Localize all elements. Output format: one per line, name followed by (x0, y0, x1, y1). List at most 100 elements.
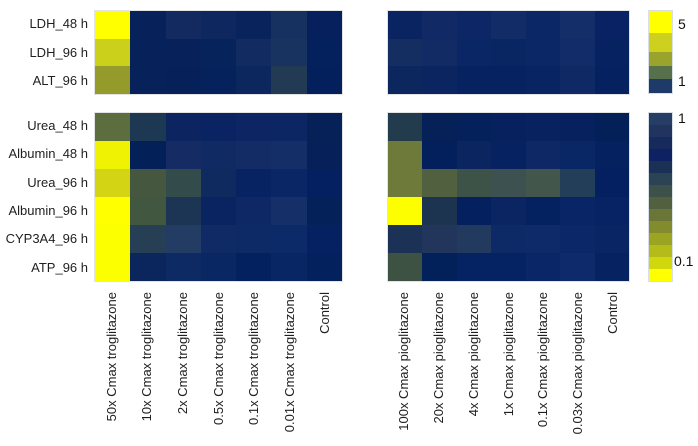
colorbar-segment (649, 245, 672, 257)
column-label: 0.1x Cmax pioglitazone (535, 292, 551, 428)
colorbar-segment (649, 11, 672, 34)
column-label: 4x Cmax pioglitazone (465, 292, 481, 417)
colorbar-segment (649, 33, 672, 52)
colorbar-upper (648, 10, 673, 94)
heatmap-cell (491, 66, 526, 94)
colorbar-segment (649, 197, 672, 209)
heatmap-cell (594, 225, 629, 253)
heatmap-cell (95, 38, 131, 67)
colorbar-segment (649, 161, 672, 173)
colorbar-segment (649, 173, 672, 185)
heatmap-cell (525, 113, 561, 141)
heatmap-cell (236, 253, 272, 281)
heatmap-cell (560, 38, 595, 67)
heatmap-cell (491, 197, 526, 225)
column-label: 50x Cmax troglitazone (103, 292, 119, 422)
heatmap-cell (271, 38, 307, 67)
heatmap-cell (388, 197, 423, 225)
heatmap-cell (306, 253, 342, 281)
column-label: 20x Cmax pioglitazone (431, 292, 447, 424)
row-label: LDH_48 h (29, 16, 88, 31)
column-label: Control (604, 292, 620, 334)
heatmap-cell (491, 253, 526, 281)
heatmap-cell (95, 197, 131, 225)
heatmap-cell (306, 113, 342, 141)
heatmap-cell (422, 253, 457, 281)
column-label: 0.01x Cmax troglitazone (281, 292, 297, 433)
heatmap-cell (271, 197, 307, 225)
row-label: CYP3A4_96 h (5, 231, 88, 246)
heatmap-cell (456, 66, 492, 94)
heatmap-cell (456, 169, 492, 197)
heatmap-cell (491, 169, 526, 197)
row-label: ALT_96 h (32, 73, 88, 88)
colorbar-segment (649, 257, 672, 269)
heatmap-cell (594, 66, 629, 94)
column-label: 0.5x Cmax troglitazone (210, 292, 226, 425)
colorbar-lower (648, 112, 673, 282)
heatmap-cell (130, 141, 166, 169)
heatmap-cell (525, 141, 561, 169)
heatmap-cell (422, 225, 457, 253)
colorbar-tick: 0.1 (674, 253, 694, 269)
heatmap-cell (594, 113, 629, 141)
heatmap-cell (200, 141, 237, 169)
heatmap-cell (306, 225, 342, 253)
heatmap-cell (236, 225, 272, 253)
heatmap-cell (560, 11, 595, 39)
row-label: Albumin_48 h (8, 146, 89, 161)
heatmap-pioglitazone-upper (387, 10, 630, 95)
row-label: Urea_96 h (27, 175, 88, 190)
heatmap-cell (95, 253, 131, 281)
heatmap-cell (306, 38, 342, 67)
heatmap-cell (165, 11, 201, 39)
heatmap-cell (491, 225, 526, 253)
heatmap-cell (95, 113, 131, 141)
heatmap-cell (456, 38, 492, 67)
heatmap-cell (236, 197, 272, 225)
heatmap-cell (165, 197, 201, 225)
heatmap-cell (388, 113, 423, 141)
heatmap-cell (525, 253, 561, 281)
heatmap-cell (456, 197, 492, 225)
colorbar-segment (649, 125, 672, 137)
colorbar-segment (649, 79, 672, 94)
heatmap-cell (560, 225, 595, 253)
heatmap-cell (130, 197, 166, 225)
column-label: 0.1x Cmax troglitazone (246, 292, 262, 425)
heatmap-cell (130, 225, 166, 253)
heatmap-cell (306, 197, 342, 225)
heatmap-cell (456, 113, 492, 141)
heatmap-cell (200, 169, 237, 197)
heatmap-cell (200, 113, 237, 141)
heatmap-cell (165, 141, 201, 169)
colorbar-tick: 1 (678, 73, 686, 89)
heatmap-cell (200, 197, 237, 225)
heatmap-cell (560, 141, 595, 169)
colorbar-segment (649, 137, 672, 149)
column-label: 1x Cmax pioglitazone (500, 292, 516, 417)
heatmap-cell (422, 38, 457, 67)
row-label: LDH_96 h (29, 45, 88, 60)
heatmap-cell (236, 11, 272, 39)
heatmap-pioglitazone-lower (387, 112, 630, 282)
heatmap-cell (200, 253, 237, 281)
heatmap-cell (388, 253, 423, 281)
row-label: ATP_96 h (31, 260, 88, 275)
heatmap-cell (594, 38, 629, 67)
heatmap-cell (422, 113, 457, 141)
heatmap-cell (594, 141, 629, 169)
heatmap-cell (560, 197, 595, 225)
heatmap-cell (525, 169, 561, 197)
heatmap-cell (560, 169, 595, 197)
heatmap-cell (236, 169, 272, 197)
column-label: 2x Cmax troglitazone (174, 292, 190, 415)
heatmap-cell (306, 11, 342, 39)
row-label: Urea_48 h (27, 118, 88, 133)
heatmap-cell (130, 113, 166, 141)
heatmap-cell (236, 38, 272, 67)
colorbar-segment (649, 52, 672, 66)
heatmap-cell (271, 225, 307, 253)
colorbar-segment (649, 221, 672, 233)
heatmap-cell (525, 66, 561, 94)
